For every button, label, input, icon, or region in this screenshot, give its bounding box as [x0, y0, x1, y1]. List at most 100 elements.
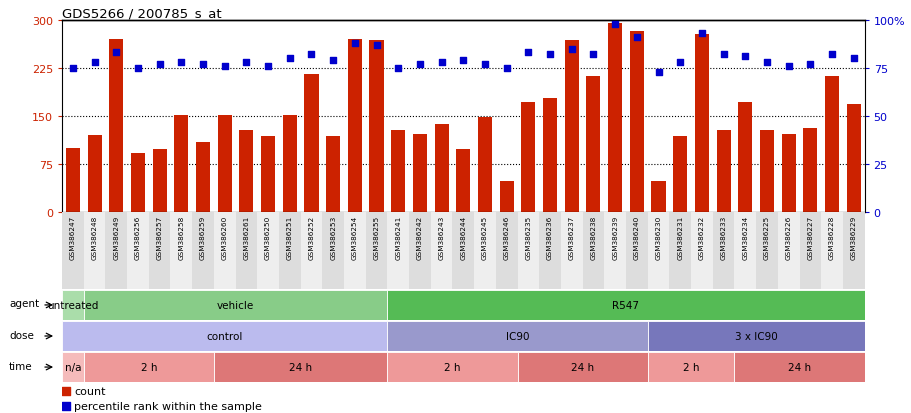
Bar: [239, 131, 253, 213]
Bar: [777, 213, 799, 289]
Text: GSM386261: GSM386261: [243, 215, 249, 259]
Text: 24 h: 24 h: [570, 362, 593, 372]
Bar: [387, 352, 517, 382]
Point: [66, 65, 80, 72]
Point: [108, 50, 123, 57]
Text: GSM386233: GSM386233: [720, 215, 726, 259]
Text: GSM386232: GSM386232: [698, 215, 704, 259]
Bar: [106, 213, 127, 289]
Point: [715, 52, 730, 59]
Bar: [391, 131, 404, 213]
Text: GSM386226: GSM386226: [784, 215, 791, 259]
Point: [737, 54, 752, 60]
Bar: [301, 213, 322, 289]
Bar: [365, 213, 387, 289]
Bar: [192, 213, 213, 289]
Text: 2 h: 2 h: [444, 362, 460, 372]
Bar: [322, 213, 343, 289]
Bar: [716, 131, 730, 213]
Bar: [586, 77, 599, 213]
Bar: [434, 124, 448, 213]
Bar: [84, 290, 387, 320]
Bar: [824, 77, 838, 213]
Text: GSM386235: GSM386235: [525, 215, 531, 259]
Point: [586, 52, 600, 59]
Bar: [62, 213, 84, 289]
Text: GSM386229: GSM386229: [850, 215, 855, 259]
Point: [542, 52, 557, 59]
Text: vehicle: vehicle: [217, 300, 254, 310]
Point: [694, 31, 709, 38]
Bar: [517, 213, 538, 289]
Text: GSM386225: GSM386225: [763, 215, 769, 259]
Bar: [604, 213, 625, 289]
Bar: [737, 102, 752, 213]
Bar: [127, 213, 148, 289]
Point: [477, 62, 492, 68]
Point: [824, 52, 838, 59]
Point: [261, 64, 275, 70]
Text: untreated: untreated: [47, 300, 98, 310]
Bar: [647, 321, 864, 351]
Bar: [66, 149, 80, 213]
Text: GDS5266 / 200785_s_at: GDS5266 / 200785_s_at: [62, 7, 221, 19]
Bar: [799, 213, 820, 289]
Point: [564, 46, 578, 53]
Point: [803, 62, 817, 68]
Bar: [261, 137, 275, 213]
Bar: [647, 352, 733, 382]
Point: [456, 58, 470, 64]
Text: n/a: n/a: [65, 362, 81, 372]
Bar: [84, 352, 213, 382]
Point: [672, 59, 687, 66]
Text: 24 h: 24 h: [289, 362, 312, 372]
Point: [845, 56, 860, 62]
Bar: [456, 150, 470, 213]
Text: count: count: [75, 386, 106, 396]
Bar: [474, 213, 496, 289]
Point: [434, 59, 448, 66]
Text: GSM386243: GSM386243: [438, 215, 445, 259]
Text: agent: agent: [9, 299, 39, 309]
Bar: [62, 352, 84, 382]
Point: [58, 402, 73, 409]
Text: percentile rank within the sample: percentile rank within the sample: [75, 401, 262, 411]
Point: [325, 58, 340, 64]
Bar: [84, 213, 106, 289]
Text: 24 h: 24 h: [787, 362, 810, 372]
Text: GSM386238: GSM386238: [589, 215, 596, 259]
Text: GSM386256: GSM386256: [135, 215, 141, 259]
Bar: [842, 213, 864, 289]
Bar: [62, 321, 387, 351]
Bar: [343, 213, 365, 289]
Bar: [326, 137, 340, 213]
Bar: [148, 213, 170, 289]
Text: GSM386242: GSM386242: [416, 215, 423, 259]
Bar: [845, 105, 860, 213]
Bar: [62, 290, 84, 320]
Bar: [650, 182, 665, 213]
Bar: [538, 213, 560, 289]
Bar: [170, 213, 192, 289]
Bar: [625, 213, 647, 289]
Bar: [387, 213, 409, 289]
Bar: [174, 115, 189, 213]
Bar: [560, 213, 582, 289]
Bar: [218, 115, 231, 213]
Bar: [517, 352, 647, 382]
Bar: [781, 135, 794, 213]
Text: GSM386231: GSM386231: [677, 215, 682, 259]
Text: dose: dose: [9, 330, 34, 339]
Bar: [496, 213, 517, 289]
Text: GSM386251: GSM386251: [286, 215, 292, 259]
Point: [650, 69, 665, 76]
Point: [499, 65, 514, 72]
Bar: [672, 137, 687, 213]
Bar: [387, 321, 647, 351]
Text: GSM386250: GSM386250: [265, 215, 271, 259]
Point: [629, 35, 643, 41]
Point: [58, 387, 73, 394]
Point: [304, 52, 319, 59]
Point: [607, 21, 621, 28]
Point: [196, 62, 210, 68]
